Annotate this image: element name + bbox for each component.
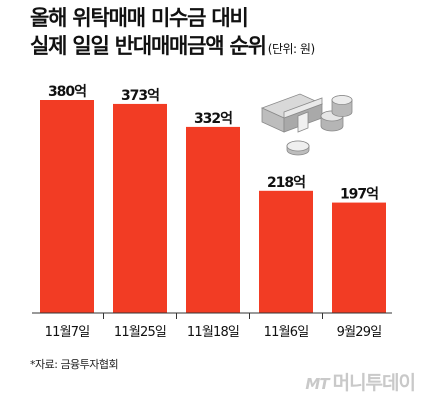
bar-value-label: 218억 (267, 175, 305, 191)
bar (186, 126, 240, 313)
chart-title-line2: 실제 일일 반대매매금액 순위 (단위: 원) (30, 32, 315, 63)
bar (332, 202, 386, 313)
bar-value-label: 380억 (48, 84, 86, 100)
x-axis-category-label: 11월6일 (264, 325, 309, 340)
bar (113, 103, 167, 314)
source-note: *자료: 금융투자협회 (30, 358, 119, 371)
publisher-name: 머니투데이 (332, 372, 416, 394)
bar-value-label: 332억 (194, 111, 232, 127)
bar-value-label: 197억 (340, 187, 378, 203)
publisher-watermark: MT 머니투데이 (305, 368, 416, 395)
bar (40, 100, 94, 313)
chart-title: 올해 위탁매매 미수금 대비 실제 일일 반대매매금액 순위 (단위: 원) (30, 4, 315, 63)
publisher-logo-mark: MT (305, 375, 329, 393)
chart-title-line1: 올해 위탁매매 미수금 대비 (30, 6, 249, 30)
x-axis-category-label: 11월25일 (114, 325, 166, 340)
x-axis-category-label: 11월18일 (187, 325, 239, 340)
money-stack-and-coins-icon (260, 93, 353, 156)
chart-title-line2-text: 실제 일일 반대매매금액 순위 (30, 34, 267, 58)
unit-label: (단위: 원) (267, 42, 315, 56)
x-axis-category-label: 11월7일 (45, 325, 90, 340)
x-axis-category-label: 9월29일 (337, 325, 382, 340)
bar (259, 190, 313, 313)
bar-value-label: 373억 (121, 88, 159, 104)
